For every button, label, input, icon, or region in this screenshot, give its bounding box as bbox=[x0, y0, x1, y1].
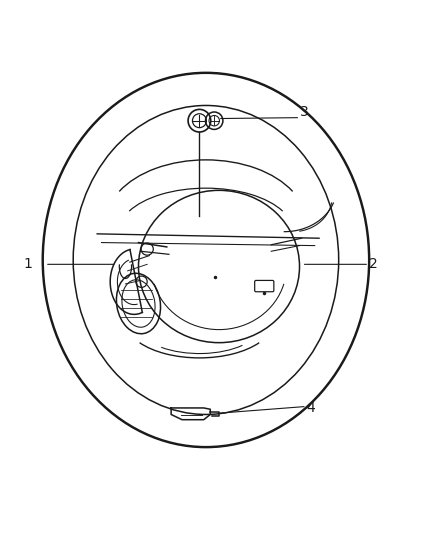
Text: 1: 1 bbox=[23, 257, 32, 271]
Text: 4: 4 bbox=[306, 401, 315, 415]
Text: 2: 2 bbox=[369, 257, 378, 271]
Text: 3: 3 bbox=[300, 105, 308, 119]
